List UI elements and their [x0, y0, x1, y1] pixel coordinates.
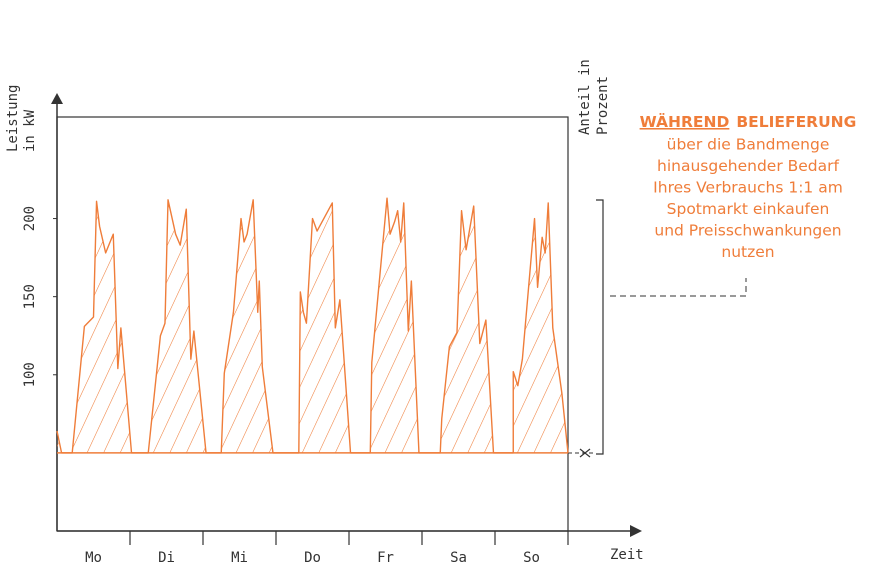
y-tick-label: 100: [22, 362, 38, 387]
annotation-line: über die Bandmenge: [667, 136, 830, 154]
cross-marker: [579, 448, 591, 458]
y-axis-label: in kW: [22, 109, 38, 152]
x-axis-arrow: [630, 525, 642, 537]
annotation-line: hinausgehender Bedarf: [657, 157, 839, 175]
bracket: [596, 199, 604, 455]
x-axis-label: Zeit: [610, 547, 644, 563]
y-axis-label: Leistung: [5, 85, 21, 152]
y-tick-label: 200: [22, 206, 38, 231]
annotation-line: Ihres Verbrauchs 1:1 am: [653, 179, 843, 197]
x-tick-label: Di: [158, 550, 175, 566]
x-tick-label: Do: [304, 550, 321, 566]
x-tick-label: Mo: [85, 550, 102, 566]
leader-line: [610, 278, 747, 297]
y2-axis-label: Prozent: [595, 76, 611, 135]
x-tick-label: Fr: [377, 550, 394, 566]
y2-axis-label: Anteil in: [577, 59, 593, 135]
x-tick-label: So: [523, 550, 540, 566]
annotation-emphasis: WÄHREND: [640, 112, 730, 131]
y-tick-label: 150: [22, 284, 38, 309]
annotation-line: nutzen: [721, 243, 774, 261]
annotation: über die Bandmenge hinausgehender Bedarf I…: [653, 136, 843, 262]
x-tick-label: Mi: [231, 550, 248, 566]
y-axis-arrow: [51, 93, 63, 104]
annotation-line: und Preisschwankungen: [654, 222, 841, 240]
annotation-title-word: BELIEFERUNG: [736, 113, 856, 131]
annotation-title: WÄHREND BELIEFERUNG: [640, 112, 857, 131]
annotation-line: Spotmarkt einkaufen: [667, 200, 830, 218]
x-tick-label: Sa: [450, 550, 467, 566]
load-line: [56, 197, 569, 454]
hatch-fill: [57, 198, 568, 453]
